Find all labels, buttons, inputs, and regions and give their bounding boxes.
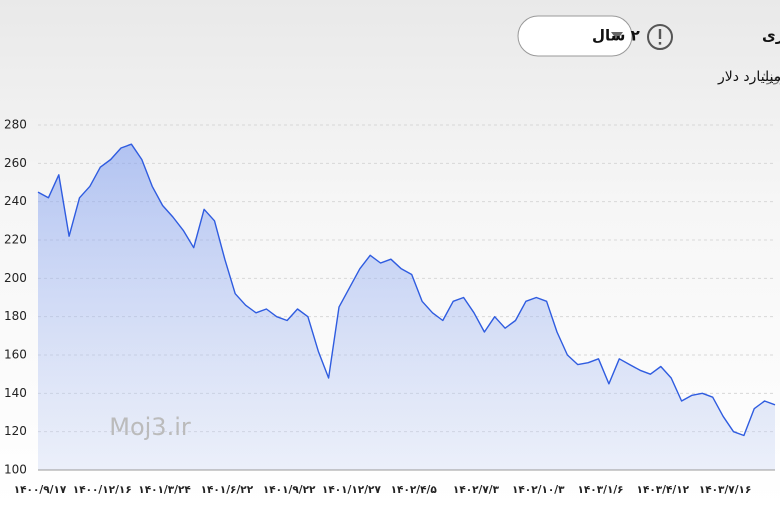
today-label: امروز: <box>762 69 780 85</box>
y-tick-label: 280 <box>4 118 27 132</box>
x-tick-label: ۱۴۰۳/۴/۱۲ <box>637 484 690 496</box>
watermark: Moj3.ir <box>109 413 191 441</box>
y-tick-label: 180 <box>4 309 27 323</box>
x-tick-label: ۱۴۰۱/۳/۲۴ <box>138 484 191 496</box>
x-tick-label: ۱۴۰۲/۴/۵ <box>391 484 438 496</box>
info-icon[interactable] <box>647 24 673 50</box>
x-tick-label: ۱۴۰۱/۹/۲۲ <box>263 484 316 496</box>
line <box>37 143 776 437</box>
y-tick-label: 160 <box>4 348 27 362</box>
today-value: 132 میلیارد دلار <box>717 69 780 85</box>
x-tick-label: ۱۴۰۲/۷/۳ <box>453 484 500 496</box>
y-tick-label: 240 <box>4 194 27 208</box>
x-tick-label: ۱۴۰۳/۷/۱۶ <box>699 484 752 496</box>
y-tick-label: 120 <box>4 424 27 438</box>
x-tick-label: ۱۴۰۱/۱۲/۲۷ <box>322 484 382 496</box>
x-tick-label: ۱۴۰۰/۹/۱۷ <box>14 484 67 496</box>
x-tick-label: ۱۴۰۰/۱۲/۱۶ <box>73 484 132 496</box>
y-tick-label: 140 <box>4 386 27 400</box>
period-label: ۲ سال <box>592 27 640 45</box>
period-dropdown[interactable]: ۲ سال <box>517 15 640 57</box>
y-tick-label: 220 <box>4 233 27 247</box>
title: ارزش دلاری <box>762 27 780 45</box>
x-tick-label: ۱۴۰۱/۶/۲۲ <box>201 484 254 496</box>
x-tick-label: ۱۴۰۳/۱/۶ <box>577 484 623 496</box>
y-tick-label: 200 <box>4 271 27 285</box>
area <box>38 144 775 470</box>
x-tick-label: ۱۴۰۲/۱۰/۳ <box>512 484 565 496</box>
y-tick-label: 260 <box>4 156 27 170</box>
y-tick-label: 100 <box>4 463 27 477</box>
